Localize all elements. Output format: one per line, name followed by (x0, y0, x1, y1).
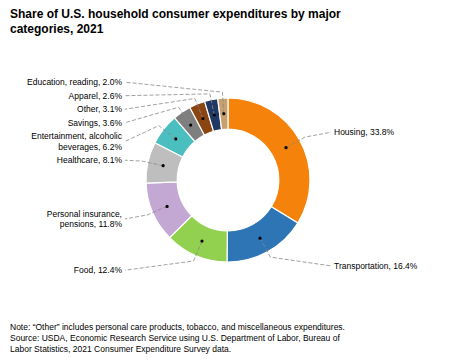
leader-line (125, 241, 202, 270)
leaders (125, 82, 331, 270)
label-dot (189, 123, 192, 126)
note-line: Note: “Other” includes personal care pro… (10, 322, 345, 332)
data-label-line: Healthcare, 8.1% (57, 155, 123, 165)
donut: Housing, 33.8% Transportation, 16.4% Food,… (27, 77, 418, 275)
chart: Share of U.S. household consumer expendi… (0, 0, 450, 360)
slice (146, 182, 192, 238)
slice (218, 98, 228, 130)
data-label-line: beverages, 6.2% (58, 142, 122, 152)
data-label: Personal insurance,pensions, 11.8% (47, 209, 123, 230)
data-label-line: Food, 12.4% (74, 265, 123, 275)
data-label-line: Housing, 33.8% (334, 127, 394, 137)
data-label: Housing, 33.8% (334, 127, 394, 137)
leader-line (125, 98, 203, 118)
data-label-line: Savings, 3.6% (68, 118, 123, 128)
label-dot (165, 205, 168, 208)
label-dot (201, 117, 204, 120)
labels: Housing, 33.8% Transportation, 16.4% Food,… (27, 77, 418, 275)
title: Share of U.S. household consumer expendi… (10, 7, 341, 36)
title-line: Share of U.S. household consumer expendi… (10, 7, 341, 21)
data-label: Education, reading, 2.0% (27, 77, 122, 87)
label-dot (162, 164, 165, 167)
leader-line (286, 132, 331, 147)
dots (162, 112, 288, 243)
data-label-line: pensions, 11.8% (60, 219, 123, 229)
data-label-line: Apparel, 2.6% (69, 91, 123, 101)
slice (228, 98, 310, 223)
leader-line (125, 94, 214, 115)
leader-line (260, 238, 331, 266)
leader-line (125, 126, 176, 142)
slice (227, 207, 298, 262)
note: Note: “Other” includes personal care pro… (10, 322, 345, 354)
data-label-line: Transportation, 16.4% (334, 261, 418, 271)
slices (146, 98, 310, 262)
label-dot (174, 137, 177, 140)
title-line: categories, 2021 (10, 22, 104, 36)
note-line: Labor Statistics, 2021 Consumer Expendit… (10, 344, 231, 354)
data-label: Healthcare, 8.1% (57, 155, 123, 165)
label-dot (258, 237, 261, 240)
data-label: Transportation, 16.4% (334, 261, 418, 271)
label-dot (222, 112, 225, 115)
data-label-line: Entertainment, alcoholic (31, 131, 122, 141)
leader-line (125, 206, 167, 219)
data-label: Savings, 3.6% (68, 118, 123, 128)
data-label: Apparel, 2.6% (69, 91, 123, 101)
data-label: Entertainment, alcoholicbeverages, 6.2% (31, 131, 122, 152)
data-label-line: Other, 3.1% (77, 104, 122, 114)
data-label: Food, 12.4% (74, 265, 123, 275)
data-label-line: Education, reading, 2.0% (27, 77, 122, 87)
leader-line (125, 82, 224, 114)
label-dot (284, 146, 287, 149)
label-dot (200, 240, 203, 243)
leader-line (125, 107, 191, 125)
note-line: Source: USDA, Economic Research Service … (10, 333, 340, 343)
data-label: Other, 3.1% (77, 104, 122, 114)
label-dot (213, 113, 216, 116)
leader-line (125, 160, 163, 166)
data-label-line: Personal insurance, (47, 209, 122, 219)
